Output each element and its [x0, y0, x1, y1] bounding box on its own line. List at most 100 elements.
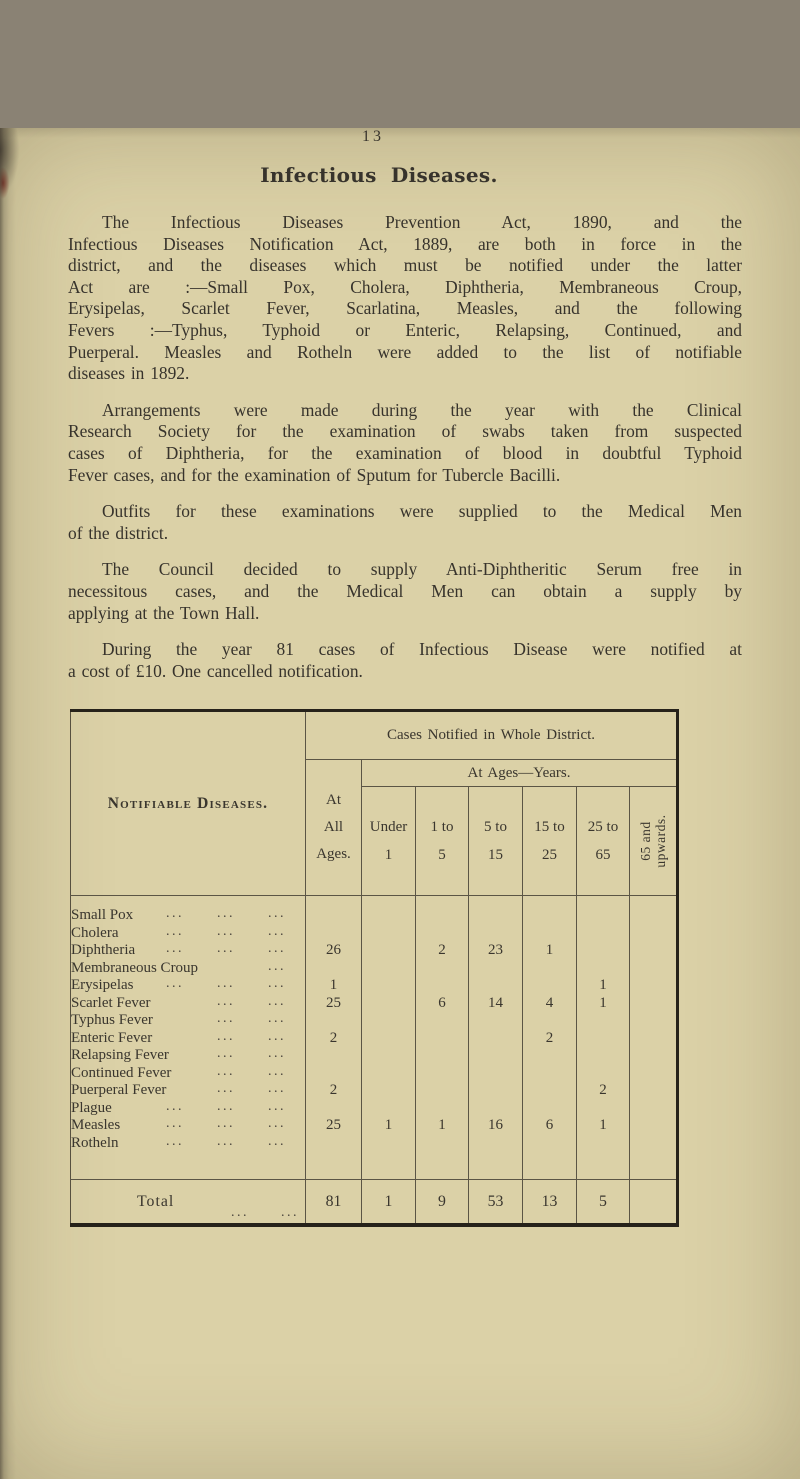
case-count-cell: [305, 1046, 362, 1065]
row-label-cell: Puerperal Fever......: [71, 1081, 306, 1100]
case-count-cell: [629, 1134, 678, 1152]
text-line: district, and the diseases which must be…: [68, 255, 742, 276]
disease-name: Small Pox: [71, 907, 134, 924]
leader-dots: ...: [217, 1063, 235, 1079]
case-count-cell: 2: [522, 1029, 577, 1047]
case-count-cell: [522, 1011, 577, 1030]
cases-notified-table: Notifiable Diseases. Cases Notified in W…: [70, 709, 679, 1227]
case-count-cell: [361, 1011, 416, 1030]
case-count-cell: [305, 1064, 362, 1082]
leader-dots: ...: [166, 1133, 184, 1149]
case-count-cell: [361, 906, 416, 925]
leader-dots: ...: [217, 1116, 235, 1132]
case-count-cell: [629, 1029, 678, 1047]
case-count-cell: [415, 1046, 469, 1065]
text-line: During the year 81 cases of Infectious D…: [102, 639, 742, 660]
row-label-cell: Continued Fever......: [71, 1064, 306, 1082]
page-title: Infectious Diseases.: [260, 163, 498, 187]
disease-row: Erysipelas......... 1 1: [71, 976, 678, 995]
age-column-header: 15 to 25: [522, 786, 577, 897]
case-count-cell: [629, 1099, 678, 1117]
case-count-cell: [576, 1134, 630, 1152]
text-line: The Infectious Diseases Prevention Act, …: [102, 212, 742, 232]
leader-dots: ...: [217, 1098, 235, 1114]
case-count-cell: [415, 924, 469, 942]
case-count-cell: [576, 941, 630, 960]
case-count-cell: [522, 1134, 577, 1152]
case-count-cell: 1: [576, 976, 630, 995]
disease-name: Rotheln: [71, 1134, 119, 1151]
disease-name: Cholera: [71, 924, 119, 941]
case-count-cell: 25: [305, 994, 362, 1012]
leader-dots: ...: [268, 1081, 286, 1097]
case-count-cell: 5: [576, 1179, 630, 1225]
at-ages-years-span-header: At Ages—Years.: [361, 759, 678, 788]
case-count-cell: [629, 959, 678, 977]
disease-name: Plague: [71, 1099, 112, 1116]
leader-dots: ...: [217, 993, 235, 1009]
text-line: of the district.: [68, 522, 169, 543]
leader-dots: ...: [268, 1011, 286, 1027]
case-count-cell: [522, 906, 577, 925]
leader-dots: ...: [268, 993, 286, 1009]
leader-dots: ...: [268, 1133, 286, 1149]
age-column-header: 1 to 5: [415, 786, 469, 897]
row-label-cell: Small Pox.........: [71, 906, 306, 925]
leader-dots: ...: [166, 941, 184, 957]
case-count-cell: 16: [468, 1116, 523, 1135]
leader-dots: ...: [268, 1063, 286, 1079]
case-count-cell: 1: [415, 1116, 469, 1135]
leader-dots: ...: [268, 1116, 286, 1132]
case-count-cell: [415, 976, 469, 995]
leader-dots: ...: [231, 1204, 249, 1220]
text-line: a cost of £10. One cancelled notificatio…: [68, 660, 363, 681]
paragraph: During the year 81 cases of Infectious D…: [68, 639, 742, 682]
page-number: 13: [362, 128, 384, 145]
case-count-cell: [305, 1134, 362, 1152]
case-count-cell: 13: [522, 1179, 577, 1225]
case-count-cell: [361, 976, 416, 995]
case-count-cell: [361, 1099, 416, 1117]
case-count-cell: [629, 1064, 678, 1082]
diseases-column-header-label: Notifiable Diseases.: [107, 794, 269, 812]
text-line: Infectious Diseases Notification Act, 18…: [68, 233, 742, 254]
case-count-cell: [305, 959, 362, 977]
row-label-cell: Rotheln.........: [71, 1134, 306, 1152]
leader-dots: ...: [217, 1028, 235, 1044]
case-count-cell: 9: [415, 1179, 469, 1225]
text-line: diseases in 1892.: [68, 363, 190, 384]
case-count-cell: [576, 1064, 630, 1082]
case-count-cell: [361, 1134, 416, 1152]
text-line: Fevers :—Typhus, Typhoid or Enteric, Rel…: [68, 319, 742, 340]
disease-row: Small Pox.........: [71, 906, 678, 925]
case-count-cell: 2: [415, 941, 469, 960]
leader-dots: ...: [217, 1133, 235, 1149]
text-line: The Council decided to supply Anti-Dipht…: [102, 559, 742, 580]
case-count-cell: [415, 1134, 469, 1152]
disease-row: Diphtheria......... 26 2 23 1: [71, 941, 678, 960]
case-count-cell: [629, 1116, 678, 1135]
case-count-cell: [305, 1099, 362, 1117]
disease-row: Plague.........: [71, 1099, 678, 1117]
case-count-cell: 6: [415, 994, 469, 1012]
row-label-cell: Measles.........: [71, 1116, 306, 1135]
case-count-cell: [468, 1099, 523, 1117]
row-label-cell: Enteric Fever......: [71, 1029, 306, 1047]
leader-dots: ...: [166, 1116, 184, 1132]
disease-row: Typhus Fever......: [71, 1011, 678, 1030]
case-count-cell: [468, 906, 523, 925]
case-count-cell: [629, 1046, 678, 1065]
paragraph: Arrangements were made during the year w…: [68, 400, 742, 486]
case-count-cell: [468, 1134, 523, 1152]
leader-dots: ...: [268, 958, 286, 974]
body-text: The Infectious Diseases Prevention Act, …: [0, 212, 800, 682]
leader-dots: ...: [268, 923, 286, 939]
case-count-cell: 1: [522, 941, 577, 960]
case-count-cell: 81: [305, 1179, 362, 1225]
case-count-cell: 2: [305, 1081, 362, 1100]
case-count-cell: [468, 1064, 523, 1082]
leader-dots: ...: [281, 1204, 299, 1220]
case-count-cell: 25: [305, 1116, 362, 1135]
case-count-cell: [522, 976, 577, 995]
disease-row: Continued Fever......: [71, 1064, 678, 1082]
